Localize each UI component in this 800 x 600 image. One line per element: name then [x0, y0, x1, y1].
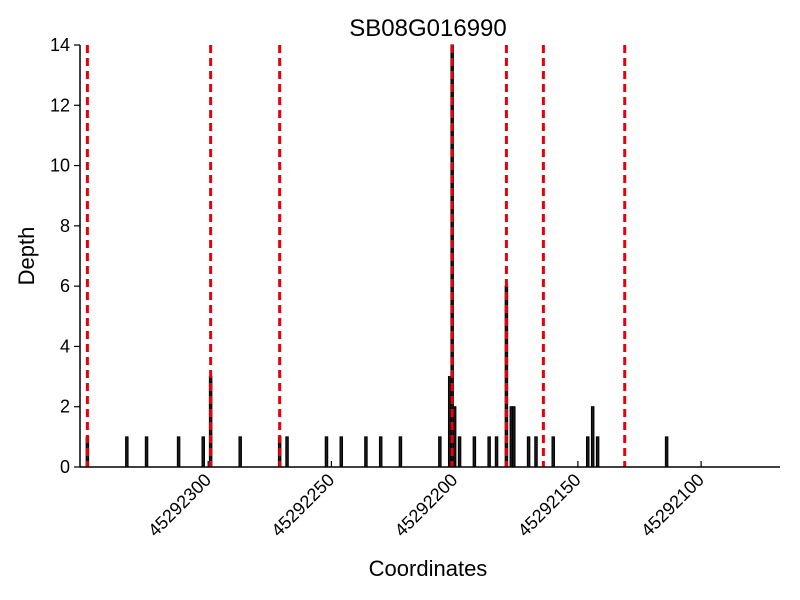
- y-tick-label: 14: [50, 35, 70, 55]
- depth-bar: [238, 436, 242, 468]
- y-tick-label: 12: [50, 95, 70, 115]
- depth-bar: [201, 436, 205, 468]
- y-tick-label: 0: [60, 457, 70, 477]
- chart-title: SB08G016990: [349, 15, 506, 42]
- depth-bar: [472, 436, 477, 468]
- y-tick-label: 4: [60, 336, 70, 356]
- depth-bar: [339, 436, 344, 468]
- depth-bar: [664, 436, 669, 468]
- depth-bar: [378, 436, 383, 468]
- depth-bar: [438, 436, 442, 468]
- depth-bar: [534, 436, 538, 468]
- y-axis-title: Depth: [14, 227, 39, 286]
- y-tick-label: 2: [60, 397, 70, 417]
- depth-bar: [494, 436, 499, 468]
- depth-bar: [512, 406, 516, 468]
- depth-bar: [144, 436, 149, 468]
- depth-bar: [452, 406, 457, 468]
- depth-bar: [487, 436, 491, 468]
- y-tick-label: 6: [60, 276, 70, 296]
- depth-bar: [285, 436, 289, 468]
- bars-layer: [85, 44, 669, 468]
- depth-bar: [457, 436, 462, 468]
- depth-bar: [364, 436, 368, 468]
- x-tick-label: 45292300: [144, 470, 215, 541]
- x-tick-label: 45292250: [267, 470, 338, 541]
- depth-bar: [176, 436, 181, 468]
- depth-bar: [586, 436, 590, 468]
- depth-bar: [526, 436, 531, 468]
- axes-layer: 0 2 4 6 8 10 12 14 45292300 45292250 45292200 45292…: [50, 35, 780, 540]
- depth-bar: [551, 436, 555, 468]
- depth-bar: [398, 436, 403, 468]
- marker-lines-layer: [85, 45, 627, 467]
- x-axis-title: Coordinates: [369, 556, 488, 581]
- depth-bar: [595, 436, 600, 468]
- depth-bar: [590, 406, 595, 468]
- depth-bar: [324, 436, 329, 468]
- depth-bar: [125, 436, 129, 468]
- x-tick-label: 45292200: [391, 470, 462, 541]
- y-tick-label: 10: [50, 156, 70, 176]
- y-tick-label: 8: [60, 216, 70, 236]
- x-tick-label: 45292100: [637, 470, 708, 541]
- x-tick-label: 45292150: [514, 470, 585, 541]
